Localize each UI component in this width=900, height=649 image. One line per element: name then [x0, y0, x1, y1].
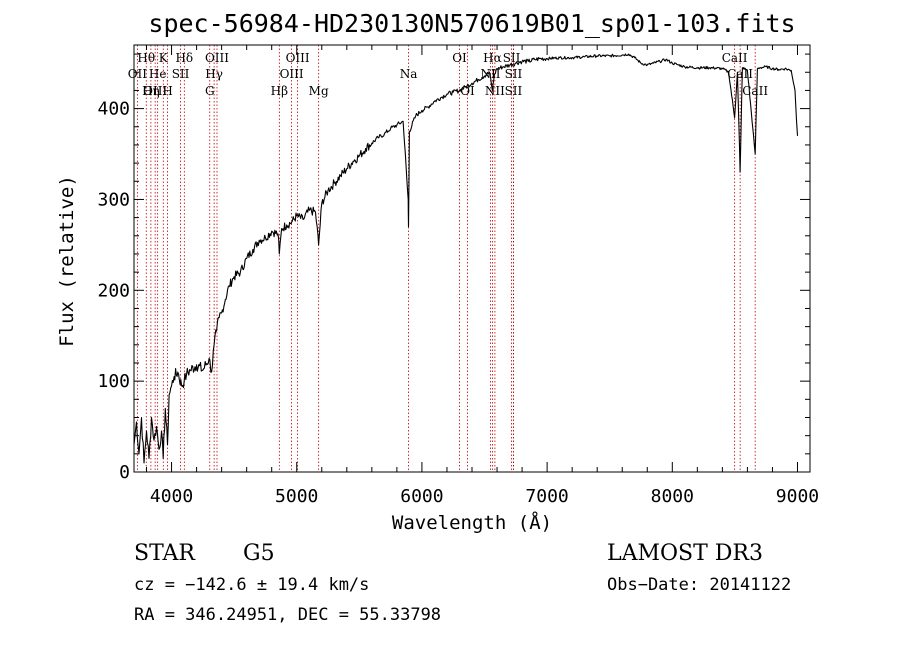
x-tick-label: 8000 — [651, 486, 694, 507]
spectral-line-label: SII — [172, 67, 190, 81]
y-tick-label: 200 — [97, 280, 130, 301]
spectral-line-label: CaII — [722, 51, 748, 65]
spectral-line-label: G — [205, 84, 215, 98]
spectral-line-markers — [136, 45, 756, 472]
spectral-line-label: OII — [128, 67, 148, 81]
object-class: STAR — [134, 541, 196, 566]
spectral-line-label: NII — [485, 84, 505, 98]
spectral-line-label: He — [149, 67, 167, 81]
spectral-line-label: OI — [460, 84, 475, 98]
x-tick-label: 5000 — [275, 486, 318, 507]
spectral-line-label: Mg — [309, 84, 329, 98]
x-tick-label: 7000 — [525, 486, 568, 507]
y-tick-label: 100 — [97, 371, 130, 392]
spectral-line-label: OIII — [280, 67, 304, 81]
chart-title: spec-56984-HD230130N570619B01_sp01-103.f… — [148, 9, 795, 38]
spectral-line-label: Hα — [483, 51, 502, 65]
spectral-line-label: K — [159, 51, 169, 65]
spectral-line-label: OI — [452, 51, 467, 65]
plot-frame — [133, 44, 811, 473]
ra-dec: RA = 346.24951, DEC = 55.33798 — [134, 605, 441, 625]
y-tick-label: 0 — [119, 462, 130, 483]
x-axis-label: Wavelength (Å) — [392, 511, 552, 534]
x-tick-label: 4000 — [150, 486, 193, 507]
y-tick-label: 300 — [97, 189, 130, 210]
spectral-line-label: Hη — [142, 84, 160, 98]
spectral-line-label: Hβ — [271, 84, 288, 98]
spectral-line-label: OIII — [205, 51, 229, 65]
spectral-line-label: CaII — [727, 67, 753, 81]
spectral-line-label: Hδ — [175, 51, 193, 65]
y-axis-label: Flux (relative) — [56, 175, 78, 347]
spectral-line-label: Hθ — [137, 51, 155, 65]
survey-name: LAMOST DR3 — [607, 541, 763, 566]
redshift-cz: cz = −142.6 ± 19.4 km/s — [134, 575, 369, 595]
spectral-line-label: CaII — [742, 84, 768, 98]
y-axis: 0 100 200 300 400 — [97, 53, 810, 483]
spectral-line-label: SII — [505, 84, 523, 98]
spectral-line-label: H — [162, 84, 172, 98]
observation-date: Obs−Date: 20141122 — [607, 575, 791, 595]
spectral-line-label: Hγ — [205, 67, 223, 81]
spectral-line-label: OIII — [286, 51, 310, 65]
spectral-line-label: SII — [505, 67, 523, 81]
spectrum-series-line — [133, 53, 799, 464]
spectral-line-label: OIII — [143, 84, 167, 98]
spectral-line-label: SII — [503, 51, 521, 65]
x-tick-label: 6000 — [400, 486, 443, 507]
spectral-line-label: Na — [400, 67, 418, 81]
x-tick-label: 9000 — [776, 486, 819, 507]
y-tick-label: 400 — [97, 99, 130, 120]
object-subclass: G5 — [243, 541, 275, 566]
x-axis: 4000 5000 6000 7000 8000 9000 — [146, 45, 819, 507]
